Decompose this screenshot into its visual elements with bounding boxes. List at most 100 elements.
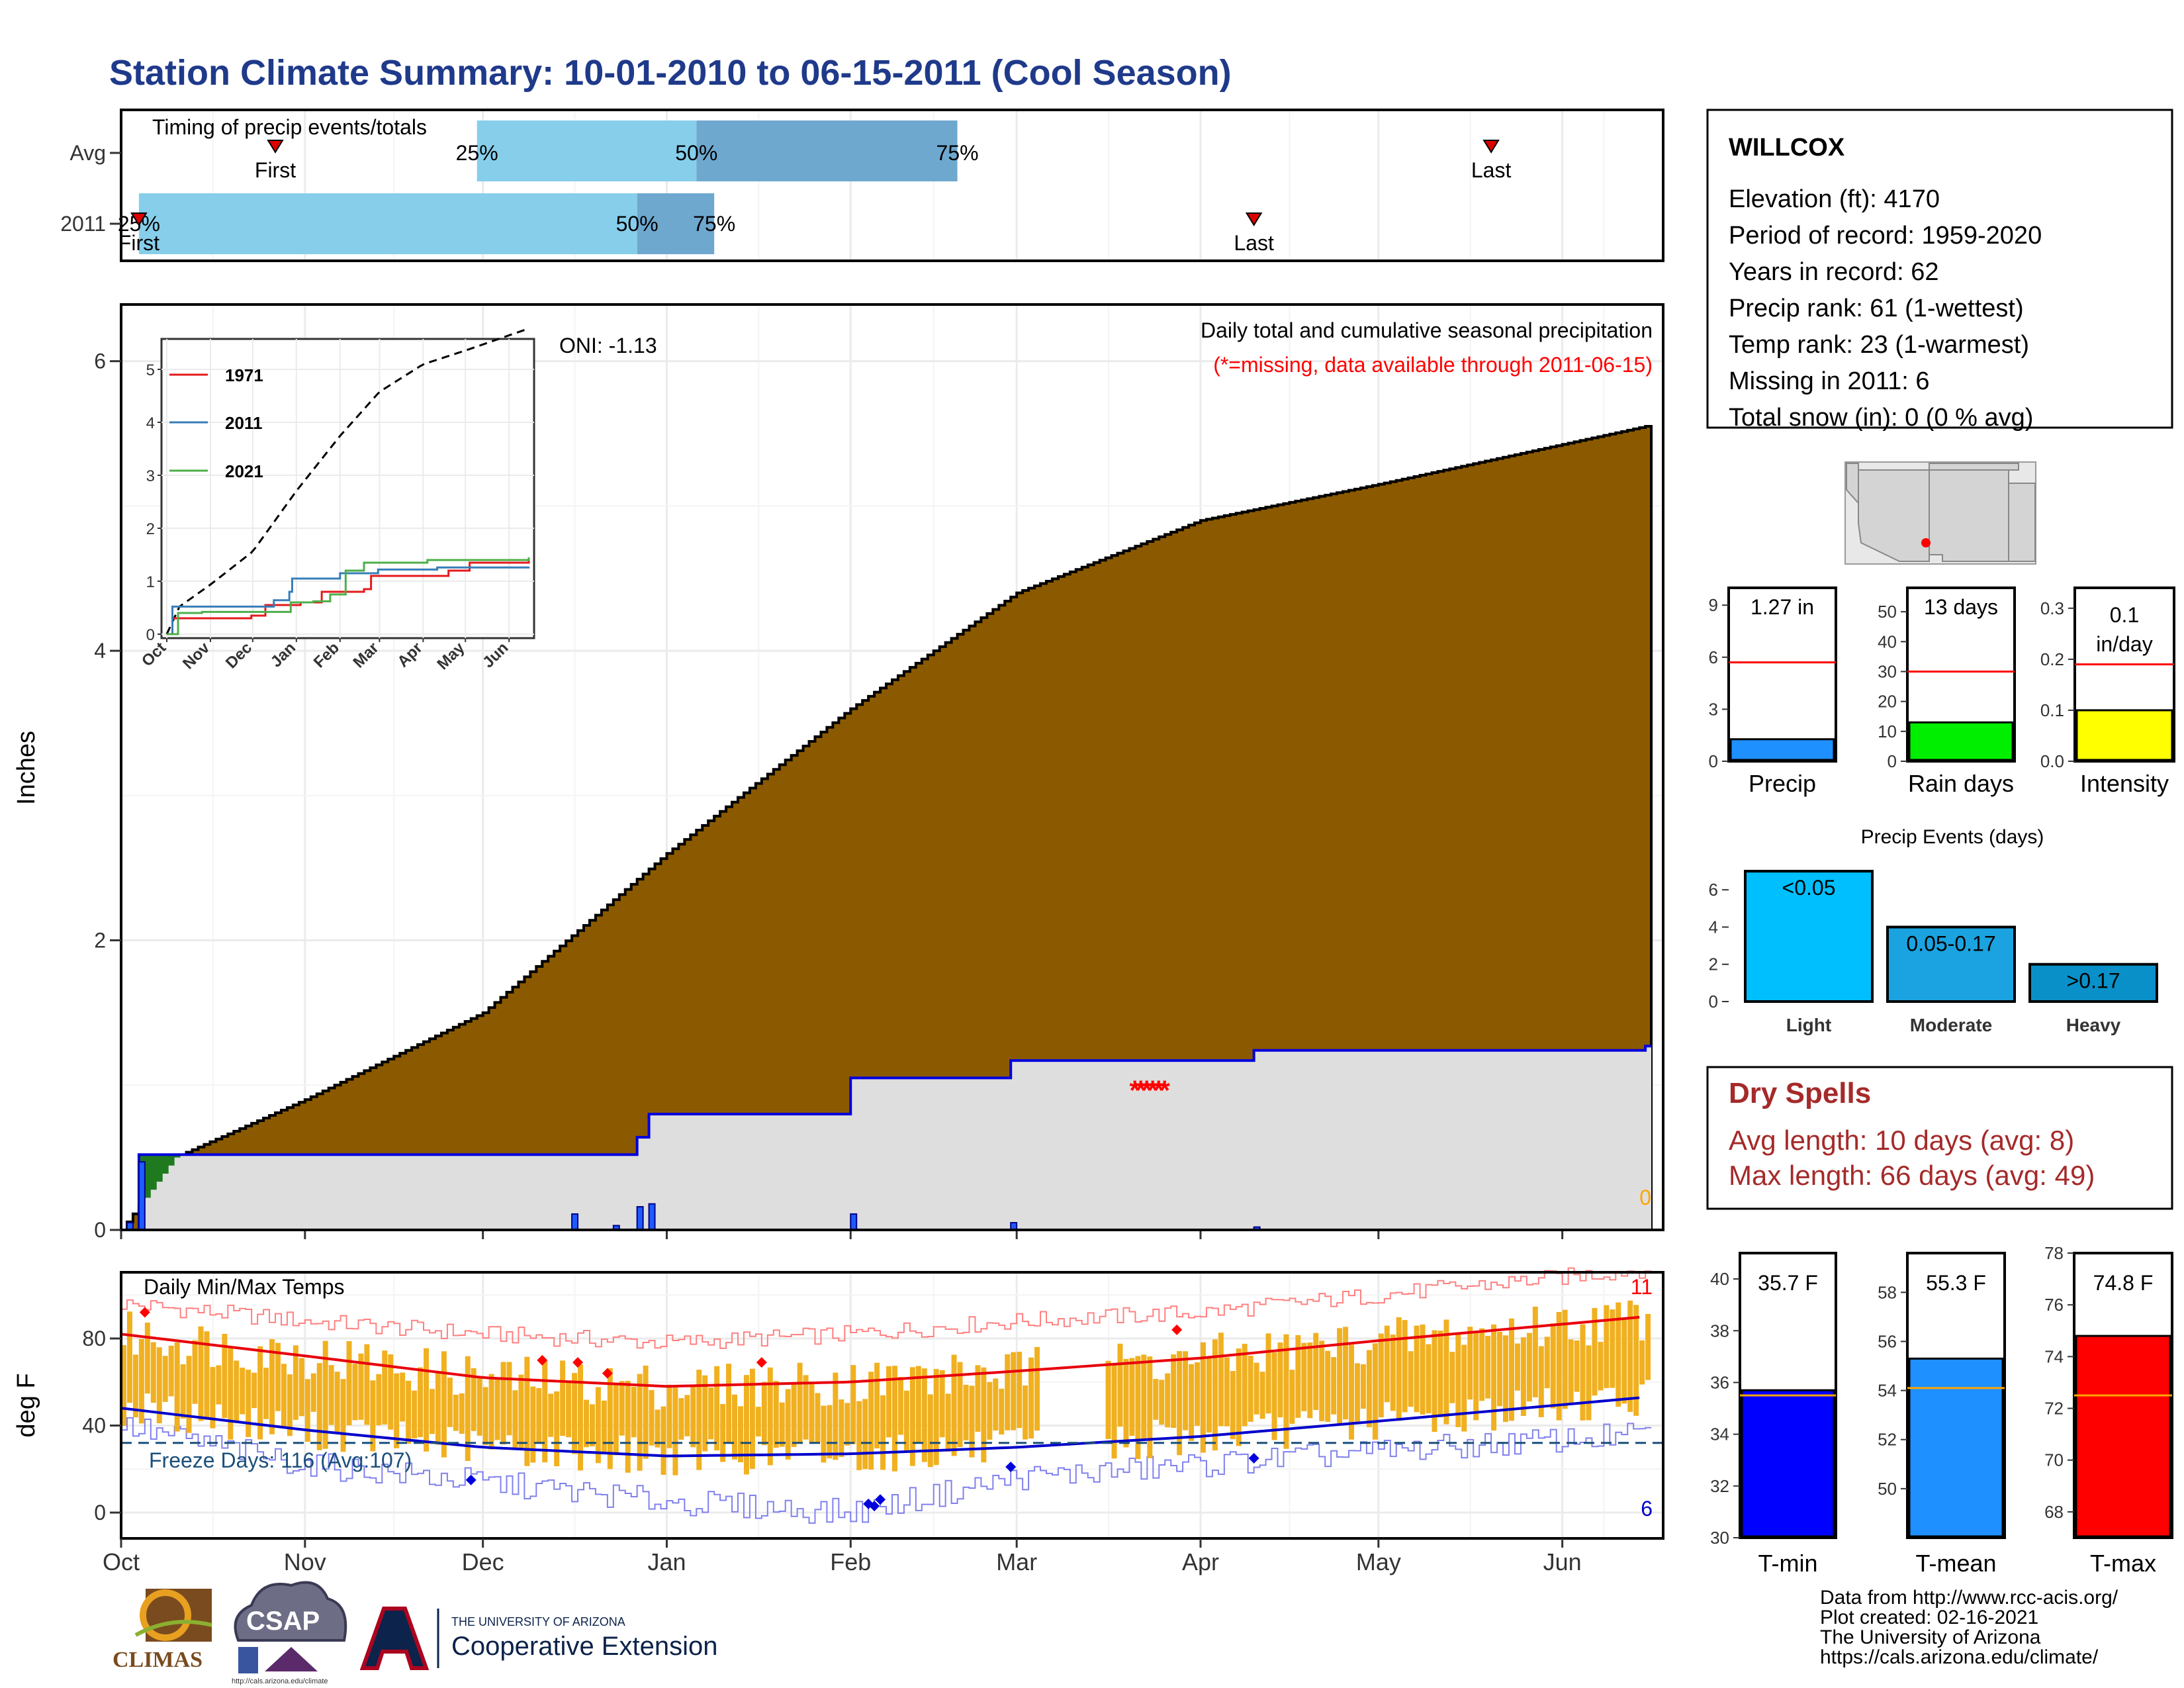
inset-y-tick-label: 1 <box>146 573 155 591</box>
daily-temp-bar <box>1313 1333 1319 1411</box>
timing-frame <box>120 109 1664 262</box>
daily-temp-bar <box>192 1340 198 1404</box>
daily-temp-bar <box>797 1362 803 1443</box>
daily-temp-bar <box>234 1360 240 1423</box>
daily-temp-bar <box>228 1348 234 1440</box>
daily-temp-bar <box>773 1381 779 1448</box>
record-low-count: 6 <box>1641 1497 1653 1521</box>
daily-temp-bar <box>1473 1331 1479 1421</box>
daily-temp-bar <box>1206 1356 1212 1433</box>
daily-temp-bar <box>322 1340 328 1449</box>
temp-stat-0-tick-label: 36 <box>1710 1372 1729 1392</box>
daily-temp-bar <box>340 1379 346 1452</box>
daily-temp-bar <box>370 1380 376 1452</box>
daily-temp-bar <box>933 1369 939 1466</box>
inset-analog-line-1971 <box>167 560 530 635</box>
missing-data-marker: * <box>1153 1074 1164 1105</box>
daily-temp-bar <box>886 1366 891 1438</box>
temp-label: Daily Min/Max Temps <box>144 1275 344 1299</box>
station-line: Precip rank: 61 (1-wettest) <box>1729 295 2024 322</box>
dry-spells-avg: Avg length: 10 days (avg: 8) <box>1729 1125 2074 1156</box>
legend-label-2021: 2021 <box>225 461 263 481</box>
record-high-marker <box>1171 1324 1183 1335</box>
daily-temp-bar <box>1005 1354 1011 1430</box>
temp-stat-0-tick-label: 30 <box>1710 1528 1729 1548</box>
daily-temp-bar <box>1645 1313 1651 1380</box>
events-y-tick-label: 6 <box>1709 880 1718 900</box>
daily-temp-bar <box>459 1393 465 1434</box>
precip-yaxis: 0 2 4 6 <box>94 350 121 1242</box>
event-bar-range: <0.05 <box>1782 876 1836 900</box>
record-high-marker <box>537 1354 548 1366</box>
temp-stat-value: 35.7 F <box>1758 1271 1818 1295</box>
daily-temp-bar <box>1277 1342 1283 1418</box>
daily-temp-bar <box>1390 1335 1396 1411</box>
daily-temp-bar <box>672 1386 678 1476</box>
daily-temp-bar <box>1556 1312 1562 1421</box>
daily-temp-bar <box>506 1362 512 1436</box>
inset-analog-line-2021 <box>167 557 530 635</box>
csap-mountain <box>265 1647 318 1671</box>
daily-temp-bar <box>1135 1356 1141 1460</box>
precip-stat-label: Rain days <box>1908 770 2014 797</box>
daily-precip-bar <box>571 1213 579 1231</box>
record-min-line <box>121 1417 1652 1524</box>
quartile-label-25: 25% <box>456 141 498 165</box>
daily-temp-bar <box>827 1405 833 1459</box>
precip-stat-0-tick-label: 0 <box>1709 751 1718 771</box>
climas-logo-sun <box>140 1589 191 1641</box>
temp-stat-0-bar <box>1741 1389 1835 1538</box>
daily-temp-bar <box>1236 1348 1242 1446</box>
daily-temp-bar <box>430 1389 435 1434</box>
climas-logo: CLIMAS <box>113 1589 212 1672</box>
precip-ylabel: Inches <box>13 731 40 805</box>
daily-temp-bar <box>1426 1344 1432 1414</box>
missing-data-marker: * <box>1147 1074 1158 1105</box>
daily-temp-bar <box>418 1367 424 1438</box>
daily-temp-bar <box>530 1386 536 1463</box>
daily-temp-bar <box>850 1365 856 1444</box>
precip-frame <box>120 303 1664 1231</box>
daily-temp-bar <box>939 1370 945 1438</box>
y-tick-label: 2 <box>94 929 106 953</box>
daily-temp-bar <box>637 1374 643 1471</box>
precip-stats: 0 3 6 9 1.27 in Precip 0 10 20 30 40 50 13 days Rain … <box>1709 586 2175 797</box>
precip-stat-2: 0.0 0.1 0.2 0.3 0.1 in/day Intensity <box>2040 586 2175 797</box>
daily-temp-bar <box>880 1395 886 1470</box>
daily-temp-bar <box>969 1385 975 1458</box>
locator-map <box>1844 461 2036 565</box>
daily-precip-bar <box>636 1206 644 1231</box>
quartile-bar-25-50 <box>477 120 697 181</box>
daily-temp-bar <box>210 1367 216 1429</box>
daily-temp-bar <box>1580 1324 1586 1421</box>
timing-row-avg-label: Avg <box>69 141 106 165</box>
daily-precip-bar <box>138 1161 146 1231</box>
precip-stat-0-tick-label: 6 <box>1709 647 1718 667</box>
daily-temp-bar <box>839 1399 844 1458</box>
temp-stat-label: T-mean <box>1915 1550 1996 1577</box>
first-event-marker <box>267 140 284 154</box>
daily-temp-bar <box>121 1345 126 1426</box>
daily-temp-bar <box>1366 1350 1372 1428</box>
daily-temp-bar <box>1153 1379 1159 1420</box>
event-bar-range: >0.17 <box>2067 969 2120 993</box>
temp-stat-2-bar <box>2075 1335 2171 1538</box>
station-line: Elevation (ft): 4170 <box>1729 185 1940 213</box>
daily-temp-bar <box>613 1382 619 1456</box>
daily-temp-bar <box>316 1363 322 1450</box>
station-location-marker <box>1921 538 1931 547</box>
record-low-marker <box>465 1474 477 1485</box>
precip-events-chart: Precip Events (days) 0 2 4 6 <0.05 Light 0.05-… <box>1709 826 2158 1035</box>
daily-temp-bar <box>1011 1352 1017 1430</box>
daily-temp-bar <box>126 1311 132 1403</box>
quartile-bar-50-75 <box>637 193 715 254</box>
precip-stat-2-bar <box>2075 709 2173 761</box>
y-tick-label: 6 <box>94 350 106 373</box>
record-high-marker <box>602 1368 613 1379</box>
daily-temp-bar <box>566 1382 572 1438</box>
precip-stat-0: 0 3 6 9 1.27 in Precip <box>1709 586 1837 797</box>
daily-temp-bar <box>406 1380 412 1444</box>
